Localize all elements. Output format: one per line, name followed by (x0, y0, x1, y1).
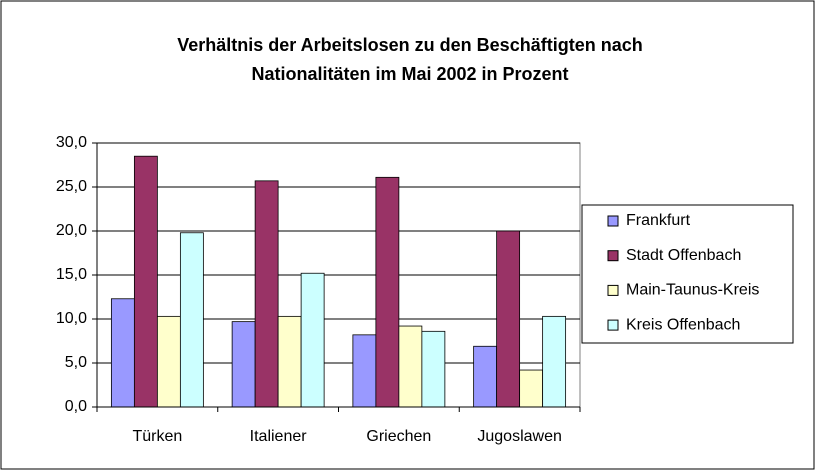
y-tick-label: 25,0 (56, 178, 87, 195)
bar (473, 345, 498, 408)
chart-title: Verhältnis der Arbeitslosen zu den Besch… (177, 35, 642, 55)
bar (231, 321, 256, 408)
x-tick-label: Jugoslawen (477, 428, 562, 445)
bar (254, 180, 279, 408)
legend-label: Main-Taunus-Kreis (626, 282, 759, 299)
legend-swatch (607, 215, 619, 227)
y-tick-label: 0,0 (65, 398, 87, 415)
legend-swatch (607, 250, 619, 262)
bar (277, 315, 302, 408)
chart-title: Nationalitäten im Mai 2002 in Prozent (251, 64, 568, 84)
y-tick-label: 10,0 (56, 310, 87, 327)
bar (375, 176, 400, 408)
y-tick-label: 5,0 (65, 354, 87, 371)
legend-label: Stadt Offenbach (626, 247, 741, 264)
bar (542, 315, 567, 408)
legend-label: Kreis Offenbach (626, 316, 740, 333)
y-tick-label: 20,0 (56, 222, 87, 239)
bar (398, 325, 423, 408)
bar (519, 369, 544, 408)
legend-swatch (607, 319, 619, 331)
bar (352, 334, 377, 408)
bar (300, 272, 325, 408)
bar (179, 232, 204, 408)
legend-swatch (607, 284, 619, 296)
legend-label: Frankfurt (626, 212, 691, 229)
bar (496, 230, 521, 408)
y-tick-label: 15,0 (56, 266, 87, 283)
bar (110, 298, 135, 408)
x-tick-label: Griechen (366, 428, 431, 445)
bar (156, 315, 181, 408)
bar (421, 330, 446, 408)
y-tick-label: 30,0 (56, 134, 87, 151)
bar (133, 155, 158, 408)
x-tick-label: Italiener (250, 428, 308, 445)
x-tick-label: Türken (132, 428, 182, 445)
